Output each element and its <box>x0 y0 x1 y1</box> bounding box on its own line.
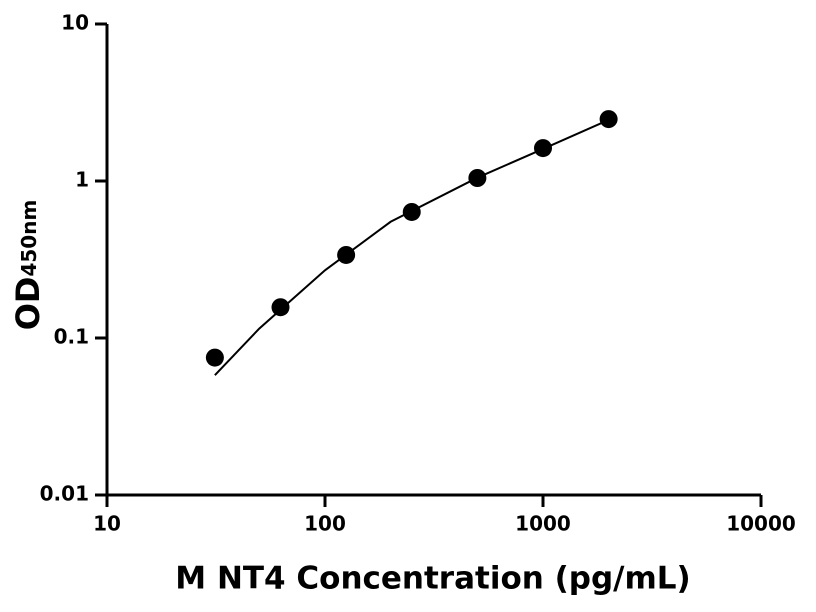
y-tick-label: 0.01 <box>40 482 89 506</box>
y-axis-label-main: OD <box>9 277 47 331</box>
data-point <box>271 298 290 317</box>
x-tick-label: 10000 <box>726 512 796 536</box>
data-point <box>337 245 356 264</box>
y-axis-label: OD450nm <box>9 200 47 331</box>
x-tick-label: 100 <box>304 512 346 536</box>
y-axis-label-sub: 450nm <box>17 200 41 277</box>
y-tick-label: 0.1 <box>54 325 89 349</box>
fit-curve <box>214 118 610 376</box>
data-point <box>534 139 552 158</box>
x-tick-label: 10 <box>93 512 121 536</box>
x-tick-label: 1000 <box>515 512 571 536</box>
data-point <box>205 348 224 367</box>
y-tick-label: 10 <box>61 11 89 35</box>
data-point <box>599 110 618 129</box>
x-axis-label: M NT4 Concentration (pg/mL) <box>175 561 690 597</box>
y-tick-label: 1 <box>75 168 89 192</box>
data-point <box>468 168 487 187</box>
data-point <box>402 202 421 221</box>
